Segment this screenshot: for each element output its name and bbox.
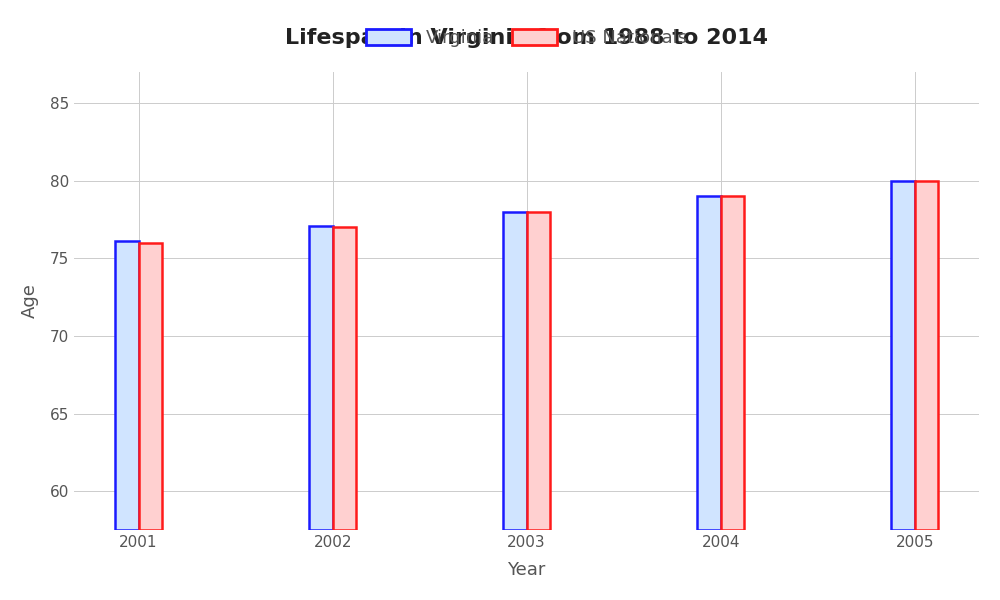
- X-axis label: Year: Year: [507, 561, 546, 579]
- Bar: [139, 243, 162, 530]
- Bar: [527, 212, 550, 530]
- Bar: [309, 226, 333, 530]
- Bar: [721, 196, 744, 530]
- Bar: [115, 241, 139, 530]
- Legend: Virginia, US Nationals: Virginia, US Nationals: [359, 22, 694, 54]
- Bar: [333, 227, 356, 530]
- Bar: [915, 181, 938, 530]
- Y-axis label: Age: Age: [21, 284, 39, 319]
- Bar: [503, 212, 527, 530]
- Bar: [891, 181, 915, 530]
- Bar: [697, 196, 721, 530]
- Title: Lifespan in Virginia from 1988 to 2014: Lifespan in Virginia from 1988 to 2014: [285, 28, 768, 48]
